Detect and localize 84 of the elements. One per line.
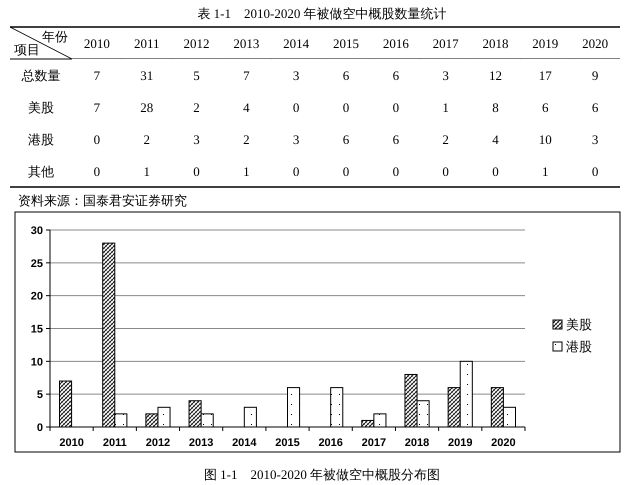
x-tick-label: 2019 (532, 36, 558, 51)
data-label: 1 (542, 164, 549, 179)
x-tick-label: 2014 (232, 437, 258, 449)
data-label: 0 (342, 100, 350, 115)
x-tick-label: 2016 (382, 36, 410, 51)
y-tick-label: 25 (30, 258, 43, 270)
x-tick-label: 2015 (275, 437, 300, 449)
data-label: 2 (442, 132, 449, 147)
x-tick-label: 2014 (283, 36, 310, 51)
data-label: 31 (140, 68, 154, 83)
x-tick-label: 2012 (146, 437, 170, 449)
data-label: 3 (292, 68, 300, 83)
y-tick-label: 5 (36, 389, 43, 402)
data-label: 1 (143, 164, 150, 179)
data-label: 6 (342, 132, 350, 147)
data-label: 0 (292, 164, 300, 179)
data-label: 7 (94, 68, 101, 83)
data-label: 0 (492, 164, 499, 179)
data-label: 1 (442, 100, 449, 115)
data-label: 6 (392, 132, 400, 147)
data-label: 7 (94, 100, 101, 115)
x-tick-label: 2011 (102, 437, 127, 449)
data-label: 3 (193, 132, 200, 147)
data-label: 4 (492, 132, 500, 147)
data-label: 6 (392, 68, 400, 83)
x-tick-label: 2015 (333, 36, 359, 51)
data-label: 10 (538, 132, 552, 147)
y-tick-label: 20 (30, 290, 43, 303)
y-tick-label: 30 (30, 225, 43, 237)
data-label: 0 (94, 164, 100, 179)
data-label: 6 (592, 100, 599, 115)
legend-label: 美股 (566, 317, 592, 332)
text: 资料来源：国泰君安证券研究 (18, 193, 187, 208)
x-tick-label: 2013 (233, 36, 260, 51)
data-label: 7 (243, 68, 250, 83)
data-label: 6 (542, 100, 550, 115)
x-tick-label: 2010 (84, 36, 110, 51)
x-tick-label: 2018 (404, 437, 430, 449)
data-label: 1 (243, 164, 250, 179)
chart-title: 表 1-1 2010-2020 年被做空中概股数量统计 (197, 6, 447, 21)
x-tick-label: 2017 (432, 36, 460, 51)
data-label: 12 (488, 68, 502, 83)
x-tick-label: 2010 (59, 437, 84, 449)
data-label: 5 (193, 68, 200, 83)
data-label: 0 (592, 164, 598, 179)
text: 图 1-1 2010-2020 年被做空中概股分布图 (204, 467, 440, 482)
y-tick-label: 港股 (28, 132, 54, 147)
y-tick-label: 10 (30, 356, 43, 368)
x-tick-label: 2011 (134, 36, 160, 51)
x-tick-label: 2020 (582, 36, 608, 51)
data-label: 0 (292, 100, 300, 115)
data-label: 2 (243, 132, 250, 147)
data-label: 0 (442, 164, 449, 179)
data-label: 0 (392, 100, 400, 115)
y-tick-label: 0 (36, 422, 43, 434)
y-tick-label: 15 (30, 324, 43, 336)
x-tick-label: 2020 (491, 437, 516, 449)
data-label: 4 (243, 100, 250, 115)
x-tick-label: 2018 (482, 36, 508, 51)
x-tick-label: 2012 (184, 36, 210, 51)
x-tick-label: 2019 (448, 437, 472, 449)
data-label: 17 (538, 68, 552, 83)
x-tick-label: 2017 (362, 437, 386, 449)
data-label: 2 (143, 132, 150, 147)
data-label: 9 (592, 68, 598, 83)
legend-label: 港股 (566, 339, 592, 354)
y-axis-title: 项目 (14, 42, 40, 57)
data-label: 0 (342, 164, 350, 179)
x-tick-label: 2016 (318, 437, 343, 449)
x-axis-title: 年份 (42, 29, 68, 44)
data-label: 3 (442, 68, 449, 83)
data-label: 0 (94, 132, 100, 147)
x-tick-label: 2013 (188, 437, 214, 449)
y-tick-label: 其他 (28, 164, 54, 179)
data-label: 28 (140, 100, 154, 115)
data-label: 0 (193, 164, 200, 179)
data-label: 0 (392, 164, 400, 179)
data-label: 3 (292, 132, 300, 147)
y-tick-label: 美股 (28, 100, 54, 115)
data-label: 3 (592, 132, 598, 147)
data-label: 2 (193, 100, 200, 115)
y-tick-label: 总数量 (20, 68, 60, 83)
data-label: 6 (342, 68, 350, 83)
data-label: 8 (492, 100, 499, 115)
